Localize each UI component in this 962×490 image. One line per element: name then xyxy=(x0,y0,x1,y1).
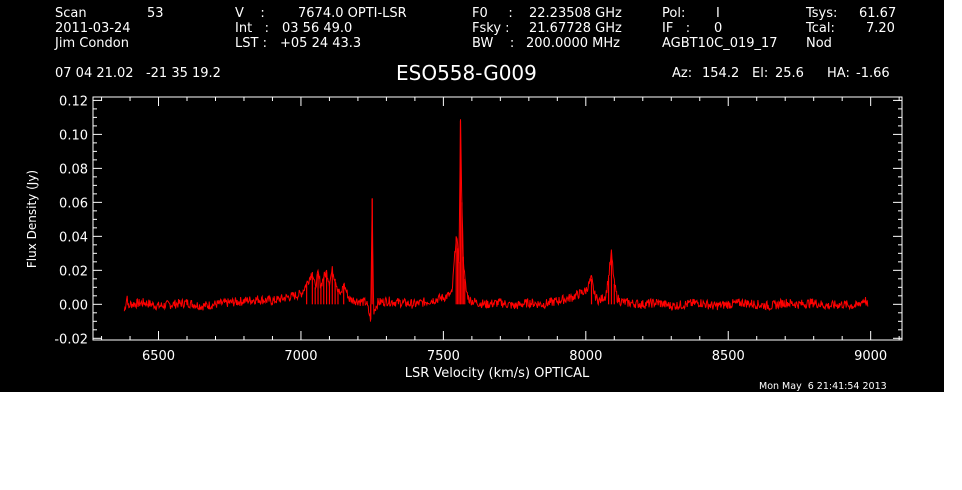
x-tick-label: 6500 xyxy=(142,349,175,364)
ha-value: -1.66 xyxy=(856,66,890,81)
y-tick-label: 0.06 xyxy=(59,196,88,211)
y-tick-label: 0.10 xyxy=(59,128,88,143)
fsky-value: 21.67728 GHz xyxy=(529,21,622,36)
bandwidth-value: 200.0000 MHz xyxy=(526,36,620,51)
project-id: AGBT10C_019_17 xyxy=(662,36,778,51)
y-tick-label: 0.02 xyxy=(59,264,88,279)
plot-timestamp: Mon May 6 21:41:54 2013 xyxy=(759,381,887,392)
if-label: IF : xyxy=(662,21,691,36)
x-axis-label: LSR Velocity (km/s) OPTICAL xyxy=(405,366,590,381)
tsys-value: 61.67 xyxy=(859,6,897,21)
source-name: ESO558-G009 xyxy=(396,61,537,85)
y-tick-label: 0.12 xyxy=(59,94,88,109)
scan-label: Scan xyxy=(55,6,87,21)
spectrum-chart: 6500 7000 7500 8000 8500 9000 -0.02 0.00 0.02 0.0… xyxy=(25,94,903,381)
tsys-label: Tsys: xyxy=(806,6,838,21)
x-tick-label: 8500 xyxy=(712,349,745,364)
x-tick-label: 9000 xyxy=(854,349,887,364)
el-value: 25.6 xyxy=(775,66,804,81)
el-label: El: xyxy=(752,66,769,81)
y-tick-label: -0.02 xyxy=(54,332,88,347)
lst-label: LST : xyxy=(235,36,267,51)
tcal-value: 7.20 xyxy=(866,21,895,36)
x-tick-label: 8000 xyxy=(569,349,602,364)
f0-value: 22.23508 GHz xyxy=(529,6,622,21)
scan-number: 53 xyxy=(147,6,164,21)
f0-label: F0 : xyxy=(472,6,513,21)
y-tick-label: 0.00 xyxy=(59,298,88,313)
x-tick-label: 7500 xyxy=(427,349,460,364)
plot-window: Scan 53 2011-03-24 Jim Condon V : 7674.0… xyxy=(0,0,944,392)
velocity-value: 7674.0 OPTI-LSR xyxy=(298,6,407,21)
source-coordinates: 07 04 21.02 -21 35 19.2 xyxy=(55,66,221,81)
observing-mode: Nod xyxy=(806,36,832,51)
integration-label: Int : xyxy=(235,21,269,36)
observer-name: Jim Condon xyxy=(55,36,129,51)
lst-value: +05 24 43.3 xyxy=(280,36,362,51)
spectrum-noise-line xyxy=(123,119,869,322)
y-axis-label: Flux Density (Jy) xyxy=(25,170,39,268)
bandwidth-label: BW : xyxy=(472,36,515,51)
velocity-label: V : xyxy=(235,6,265,21)
y-tick-label: 0.04 xyxy=(59,230,88,245)
integration-value: 03 56 49.0 xyxy=(282,21,353,36)
polarization-value: I xyxy=(716,6,720,21)
observation-date: 2011-03-24 xyxy=(55,21,131,36)
polarization-label: Pol: xyxy=(662,6,686,21)
fsky-label: Fsky : xyxy=(472,21,510,36)
plot-axes-frame xyxy=(92,96,903,341)
az-label: Az: xyxy=(672,66,693,81)
if-value: 0 xyxy=(714,21,723,36)
az-value: 154.2 xyxy=(702,66,740,81)
ha-label: HA: xyxy=(827,66,850,81)
spectrum-trace xyxy=(123,119,869,322)
tcal-label: Tcal: xyxy=(806,21,835,36)
y-tick-label: 0.08 xyxy=(59,162,88,177)
x-tick-label: 7000 xyxy=(284,349,317,364)
axis-ticks: 6500 7000 7500 8000 8500 9000 -0.02 0.00 0.02 0.0… xyxy=(54,94,902,364)
